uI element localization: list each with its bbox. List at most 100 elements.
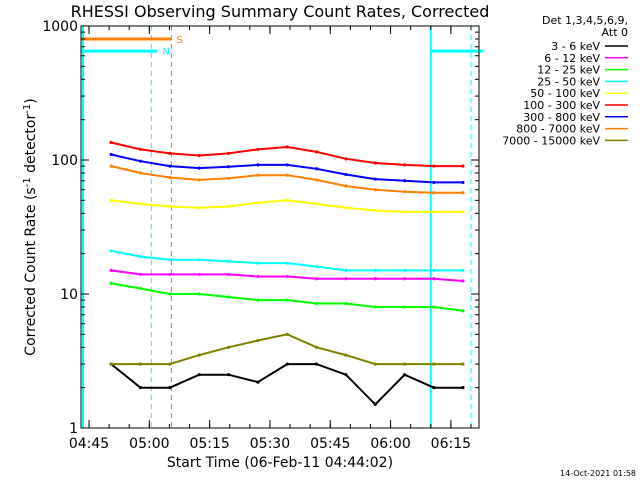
- series-6-point-4: [226, 165, 231, 169]
- series-0-point-2: [168, 386, 172, 390]
- series-4-point-1: [138, 202, 143, 206]
- series-4-point-9: [373, 208, 377, 213]
- series-6-point-10: [403, 179, 407, 183]
- series-3-point-2: [168, 258, 172, 262]
- series-7-point-0: [109, 164, 113, 168]
- series-4-point-3: [197, 206, 201, 210]
- series-1-point-11: [432, 277, 436, 281]
- y-tick-label: 10: [60, 287, 78, 303]
- x-axis-label: Start Time (06-Feb-11 04:44:02): [167, 455, 393, 471]
- series-5-point-5: [256, 147, 260, 151]
- series-7-point-3: [197, 178, 201, 182]
- series-5-point-10: [403, 163, 407, 167]
- series-5-point-0: [109, 140, 113, 145]
- series-4-point-11: [432, 210, 436, 214]
- legend-entry-label: 3 - 6 keV: [551, 40, 600, 53]
- series-2-point-8: [344, 301, 348, 306]
- y-axis-label: Corrected Count Rate (s-1 detector-1): [22, 98, 39, 355]
- series-8-point-4: [226, 345, 231, 349]
- series-2-point-3: [197, 292, 201, 296]
- series-2-point-9: [373, 305, 377, 309]
- series-1-point-0: [109, 268, 113, 273]
- series-6-point-11: [432, 180, 436, 185]
- series-3-point-12: [461, 268, 465, 273]
- series-8-point-3: [197, 353, 201, 357]
- series-6-point-9: [373, 177, 377, 181]
- series-4-point-8: [344, 206, 348, 210]
- series-1-point-6: [285, 274, 289, 279]
- series-7-point-9: [373, 188, 377, 192]
- series-1-point-8: [344, 277, 348, 281]
- series-8-point-0: [109, 362, 113, 366]
- series-6-point-12: [461, 180, 465, 185]
- x-tick-label: 04:45: [69, 436, 109, 452]
- series-4-point-0: [109, 198, 113, 202]
- series-7-point-4: [226, 176, 231, 180]
- y-tick-label: 100: [51, 153, 78, 169]
- legend-entry-label: 800 - 7000 keV: [516, 123, 600, 136]
- series-6-point-7: [314, 167, 319, 171]
- series-2-point-2: [168, 292, 172, 296]
- series-6-point-6: [285, 163, 289, 167]
- series-line-3: [111, 249, 463, 272]
- series-2-point-6: [285, 298, 289, 302]
- series-5-point-6: [285, 145, 289, 149]
- series-5-point-8: [344, 157, 348, 161]
- series-8-point-2: [168, 362, 172, 366]
- series-2-point-12: [461, 309, 465, 313]
- series-line-2: [111, 282, 464, 312]
- series-5-point-11: [432, 164, 436, 168]
- series-8-point-7: [314, 345, 319, 349]
- series-1-point-7: [314, 277, 319, 281]
- series-5-point-12: [461, 164, 465, 168]
- series-3-point-3: [197, 258, 201, 262]
- chart-title: RHESSI Observing Summary Count Rates, Co…: [71, 2, 490, 21]
- series-line-6: [110, 153, 463, 184]
- series-line-7: [110, 165, 463, 194]
- series-7-point-2: [168, 175, 172, 180]
- series-5-point-4: [226, 151, 231, 156]
- series-1-point-4: [226, 272, 231, 277]
- series-6-point-3: [197, 166, 201, 170]
- legend-entry-label: 100 - 300 keV: [523, 99, 600, 112]
- series-0-point-1: [138, 386, 143, 390]
- series-5-point-9: [373, 161, 377, 165]
- series-1-point-9: [373, 277, 377, 281]
- plot-frame: [80, 25, 480, 429]
- series-4-point-4: [226, 204, 231, 209]
- series-8-point-11: [432, 362, 436, 366]
- series-8-point-1: [138, 362, 143, 366]
- series-6-point-8: [344, 172, 348, 177]
- series-0-point-12: [461, 386, 465, 390]
- series-8-point-10: [403, 362, 407, 366]
- series-5-point-1: [138, 147, 143, 151]
- series-4-point-5: [256, 201, 260, 205]
- x-tick-label: 06:15: [431, 436, 471, 452]
- series-0-point-3: [197, 373, 201, 377]
- series-7-point-1: [138, 171, 143, 175]
- series-3-point-9: [373, 268, 377, 273]
- x-tick-label: 05:30: [250, 436, 290, 452]
- y-tick-label: 1000: [42, 19, 78, 35]
- series-0-point-4: [226, 373, 231, 377]
- series-line-4: [111, 199, 463, 213]
- footer-date: 14-Oct-2021 01:58: [560, 469, 636, 478]
- series-4-point-12: [461, 210, 465, 214]
- y-tick-label: 1: [69, 421, 78, 437]
- series-0-point-6: [285, 362, 289, 366]
- series-4-point-10: [403, 210, 407, 214]
- series-7-point-11: [432, 191, 436, 195]
- series-2-point-1: [138, 286, 143, 291]
- series-1-point-12: [461, 279, 465, 283]
- series-1-point-5: [256, 274, 260, 279]
- series-3-point-11: [432, 268, 436, 273]
- axes: 1 10 100 1000 04:45 05:00 05:15 05:30 05:45 06:00…: [42, 19, 479, 452]
- legend-entry-label: 7000 - 15000 keV: [502, 134, 600, 147]
- series-1-point-2: [168, 272, 172, 277]
- series-0-point-5: [256, 380, 260, 384]
- plot-area: SN: [81, 26, 484, 428]
- series-1-point-10: [403, 277, 407, 281]
- series-2-point-11: [432, 305, 436, 309]
- x-tick-label: 05:45: [310, 436, 350, 452]
